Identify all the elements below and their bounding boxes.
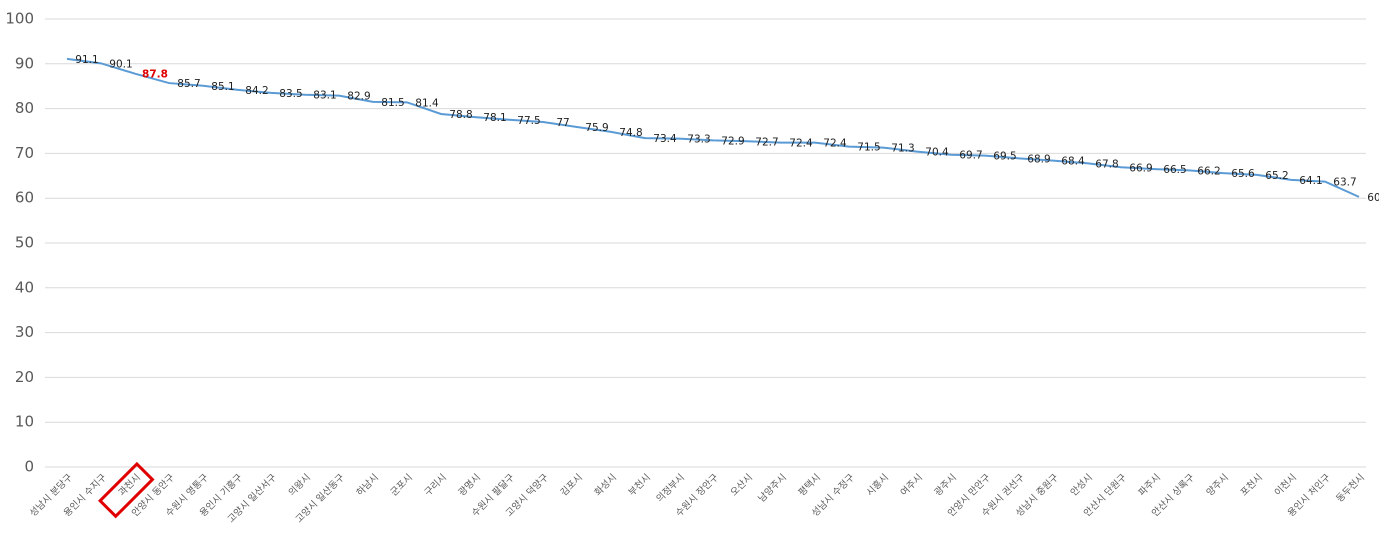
data-label: 72.4 [823,138,847,150]
data-label: 75.9 [585,122,608,134]
data-label: 91.1 [75,54,98,66]
data-label: 64.1 [1299,175,1322,187]
x-tick-label: 부천시 [627,472,653,498]
data-label: 81.5 [381,97,404,109]
x-tick-label: 광주시 [932,471,959,498]
x-tick-label: 의정부시 [654,472,687,505]
data-label: 78.8 [449,109,472,121]
data-label: 67.8 [1095,158,1118,170]
data-label: 70.4 [925,147,949,159]
data-label: 68.9 [1027,153,1050,165]
y-tick-label: 50 [15,234,34,252]
data-label: 63.7 [1333,177,1356,189]
data-label: 87.8 [142,69,168,81]
x-tick-label: 포천시 [1239,472,1265,498]
x-tick-label: 동두천시 [1334,472,1367,505]
x-tick-label: 시흥시 [864,471,891,498]
data-label: 65.6 [1231,168,1255,180]
x-tick-label: 파주시 [1137,472,1163,498]
data-label: 77.5 [517,115,540,127]
data-label: 60.3 [1367,192,1379,204]
highlight-box [97,461,155,519]
data-label: 83.5 [279,88,302,100]
data-label: 66.9 [1129,162,1152,174]
data-line [66,57,1360,198]
data-label: 73.3 [687,134,710,146]
data-label: 72.7 [755,136,778,148]
x-tick-label: 안성시 [1069,472,1095,498]
x-tick-label: 이천시 [1273,472,1299,498]
x-tick-label: 화성시 [593,472,619,498]
data-label: 85.7 [177,78,200,90]
data-label: 72.9 [721,135,744,147]
x-tick-label: 광명시 [456,471,483,498]
y-tick-label: 90 [15,54,34,72]
data-label: 81.4 [415,97,439,109]
y-tick-label: 70 [15,144,34,162]
y-tick-label: 100 [5,10,34,28]
x-tick-label: 김포시 [558,471,585,498]
data-label: 71.3 [891,143,914,155]
x-tick-label: 군포시 [389,472,415,498]
data-label: 82.9 [347,91,370,103]
data-label: 66.2 [1197,165,1220,177]
data-label: 69.5 [993,151,1016,163]
data-label: 72.4 [789,138,813,150]
data-label: 73.4 [653,133,677,145]
data-label: 85.1 [211,81,234,93]
x-tick-label: 양주시 [1205,472,1231,498]
y-tick-label: 60 [15,189,34,207]
x-tick-label: 여주시 [898,471,925,498]
data-label: 66.5 [1163,164,1186,176]
x-tick-label: 남양주시 [756,472,789,505]
data-label: 78.1 [483,112,506,124]
data-label: 69.7 [959,150,982,162]
x-tick-label: 구리시 [423,472,449,498]
y-tick-label: 30 [15,323,34,341]
x-tick-label: 의왕시 [287,472,313,498]
data-label: 71.5 [857,142,880,154]
x-tick-label: 평택시 [797,472,823,498]
y-tick-label: 40 [15,278,34,296]
y-tick-label: 20 [15,368,34,386]
data-label: 65.2 [1265,170,1288,182]
x-tick-label: 오산시 [729,472,755,498]
data-label: 83.1 [313,90,336,102]
data-label: 77 [556,117,569,129]
y-tick-label: 0 [24,458,34,476]
data-label: 74.8 [619,127,642,139]
data-label: 84.2 [245,85,268,97]
y-tick-label: 80 [15,99,34,117]
y-tick-label: 10 [15,413,34,431]
x-tick-label: 하남시 [354,471,381,498]
data-label: 90.1 [109,58,132,70]
data-label: 68.4 [1061,156,1085,168]
